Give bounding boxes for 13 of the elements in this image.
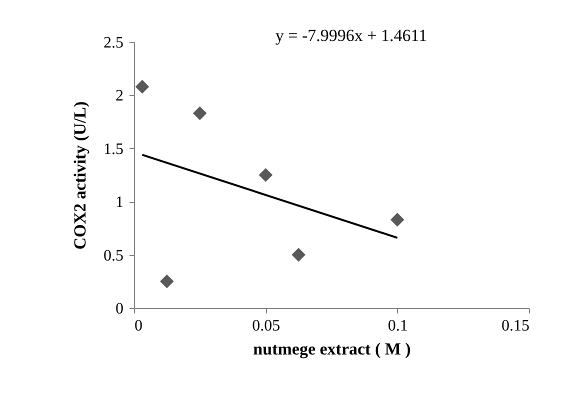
x-tick-label: 0.05 <box>252 318 280 334</box>
x-tick-label: 0 <box>134 318 142 334</box>
x-axis-title: nutmege extract ( M ) <box>253 340 411 358</box>
y-tick-label: 0 <box>116 300 124 318</box>
x-tick-label: 0.1 <box>388 318 408 334</box>
y-axis-title: COX2 activity (U/L) <box>70 101 90 250</box>
y-tick-label: 1.5 <box>104 140 124 158</box>
y-tick-label: 1 <box>116 194 124 212</box>
y-tick-label: 0.5 <box>104 247 124 264</box>
x-tick-label: 0.15 <box>502 318 530 334</box>
annotation: y = -7.9996x + 1.4611 <box>275 26 428 45</box>
y-tick-label: 2.5 <box>104 34 124 52</box>
y-tick-label: 2 <box>116 88 124 105</box>
